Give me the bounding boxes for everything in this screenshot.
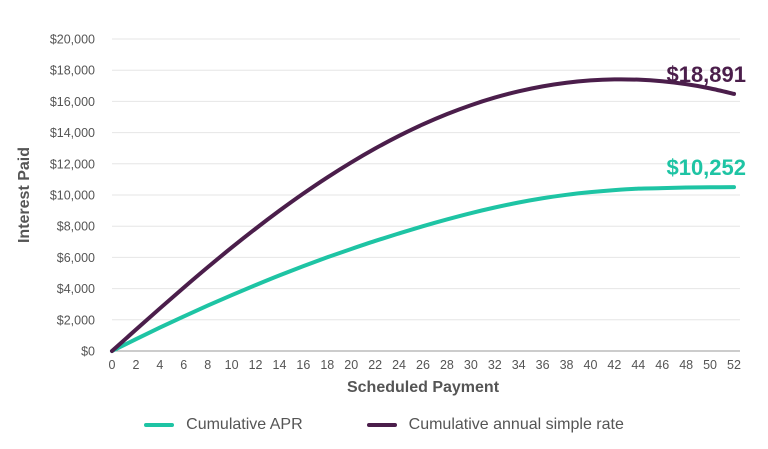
y-tick-label: $4,000 (57, 282, 95, 296)
end-value-label-1: $18,891 (666, 62, 746, 87)
x-tick-label: 18 (320, 358, 334, 372)
x-tick-label: 16 (296, 358, 310, 372)
y-tick-label: $18,000 (50, 64, 95, 78)
x-tick-label: 40 (584, 358, 598, 372)
y-axis-title: Interest Paid (16, 147, 33, 243)
y-tick-label: $8,000 (57, 220, 95, 234)
x-tick-label: 0 (109, 358, 116, 372)
x-tick-label: 12 (249, 358, 263, 372)
y-tick-label: $20,000 (50, 33, 95, 47)
x-tick-label: 20 (344, 358, 358, 372)
x-tick-label: 30 (464, 358, 478, 372)
x-tick-label: 50 (703, 358, 717, 372)
y-tick-label: $16,000 (50, 95, 95, 109)
y-tick-label: $0 (81, 345, 95, 359)
y-tick-label: $10,000 (50, 189, 95, 203)
legend: Cumulative APR Cumulative annual simple … (0, 416, 768, 434)
x-tick-label: 46 (655, 358, 669, 372)
end-value-label-0: $10,252 (666, 155, 746, 180)
x-tick-label: 44 (631, 358, 645, 372)
legend-swatch-simple-rate (366, 423, 397, 427)
x-axis: 0 2 4 6 8 10 12 14 16 18 20 22 24 26 28 30 32 34 36 38 40 42 4… (109, 358, 741, 372)
x-tick-label: 2 (132, 358, 139, 372)
x-tick-label: 28 (440, 358, 454, 372)
x-tick-label: 14 (273, 358, 287, 372)
x-axis-title: Scheduled Payment (347, 379, 500, 396)
legend-item-simple-rate: Cumulative annual simple rate (366, 416, 624, 434)
x-tick-label: 26 (416, 358, 430, 372)
legend-label-simple-rate: Cumulative annual simple rate (408, 416, 624, 433)
legend-swatch-apr (144, 423, 175, 427)
x-tick-label: 24 (392, 358, 406, 372)
y-tick-label: $6,000 (57, 251, 95, 265)
y-tick-label: $2,000 (57, 313, 95, 327)
series-line-0 (110, 185, 736, 353)
x-tick-label: 34 (512, 358, 526, 372)
end-labels: $10,252 $18,891 (666, 62, 746, 180)
x-tick-label: 36 (536, 358, 550, 372)
x-tick-label: 38 (560, 358, 574, 372)
legend-label-apr: Cumulative APR (186, 416, 303, 433)
x-tick-label: 42 (607, 358, 621, 372)
y-axis: $0 $2,000 $4,000 $6,000 $8,000 $10,000 $12,000… (50, 33, 95, 359)
x-tick-label: 48 (679, 358, 693, 372)
x-tick-label: 4 (156, 358, 163, 372)
x-tick-label: 22 (368, 358, 382, 372)
y-tick-label: $12,000 (50, 157, 95, 171)
series-line-1 (110, 77, 736, 353)
x-tick-label: 52 (727, 358, 741, 372)
legend-item-apr: Cumulative APR (144, 416, 303, 434)
x-tick-label: 6 (180, 358, 187, 372)
x-tick-label: 8 (204, 358, 211, 372)
x-tick-label: 10 (225, 358, 239, 372)
x-tick-label: 32 (488, 358, 502, 372)
y-tick-label: $14,000 (50, 126, 95, 140)
series-lines (110, 77, 736, 353)
